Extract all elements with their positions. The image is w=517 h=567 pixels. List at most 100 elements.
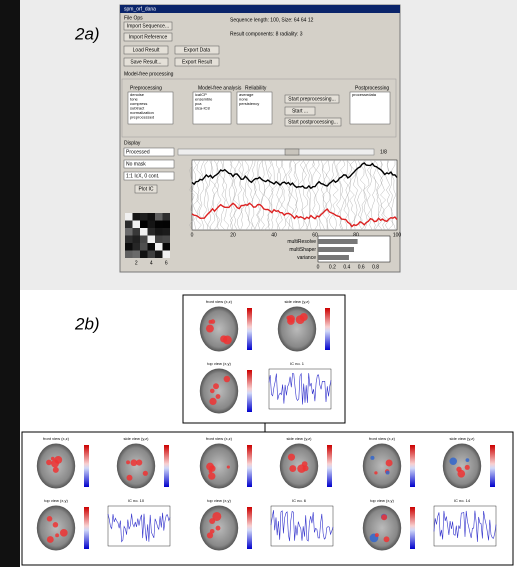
activation — [374, 471, 377, 474]
window-title: spm_orf_dana — [124, 6, 156, 12]
heat-cell — [163, 221, 171, 229]
group-label: Reliability — [245, 85, 267, 91]
heat-cell — [140, 213, 148, 221]
bar — [318, 247, 354, 252]
activation — [47, 516, 53, 522]
dropdown-label[interactable]: No mask — [126, 161, 146, 167]
activation — [208, 473, 215, 480]
button-label[interactable]: Export Result — [182, 59, 213, 65]
activation — [386, 471, 390, 475]
title-bar — [120, 5, 400, 13]
ts-area — [269, 369, 331, 409]
button-label[interactable]: Start postprocessing... — [288, 119, 338, 125]
colorbar — [84, 507, 89, 549]
heat-cell — [148, 236, 156, 244]
colorbar — [247, 507, 252, 549]
heat-cell — [125, 243, 133, 251]
activation — [370, 456, 374, 460]
info: Sequence length: 100, Size: 64 64 12 — [230, 17, 314, 23]
x-tick-label: 0 — [191, 232, 194, 238]
activation — [216, 526, 221, 531]
brain-slice — [363, 443, 401, 488]
heat-cell — [133, 243, 141, 251]
brain-slice — [278, 306, 316, 351]
activation — [127, 475, 133, 481]
dropdown-label[interactable]: Processed — [126, 149, 150, 155]
label-a: 2a) — [74, 24, 100, 43]
view-title: side view (y,z) — [286, 436, 312, 441]
list-item[interactable]: processedata — [352, 92, 377, 97]
activation — [143, 471, 148, 476]
heat-cell — [133, 236, 141, 244]
activation — [384, 536, 390, 542]
activation — [210, 319, 215, 324]
activation — [60, 529, 68, 537]
colorbar — [325, 308, 330, 350]
colorbar — [490, 445, 495, 487]
activation — [220, 335, 227, 342]
slider-value: 1/8 — [380, 149, 387, 155]
ic-title: IC no. 14 — [454, 498, 471, 503]
view-title: top view (x,y) — [44, 498, 68, 503]
button-label[interactable]: Plot IC — [138, 186, 153, 192]
activation — [381, 514, 387, 520]
list-item[interactable]: preprocessed — [130, 115, 154, 120]
colorbar — [247, 370, 252, 412]
button-label[interactable]: Export Data — [184, 47, 211, 53]
button-label[interactable]: Load Result — [133, 47, 160, 53]
button-label[interactable]: Start ... — [292, 108, 308, 114]
heat-cell — [155, 228, 163, 236]
x-tick-label: 100 — [393, 232, 402, 238]
brain-slice — [363, 505, 401, 550]
activation — [375, 533, 379, 537]
button-label[interactable]: Import Reference — [129, 34, 168, 40]
dropdown-label[interactable]: 1:1 IcX, 0 cont. — [126, 173, 159, 179]
section-label: Display — [124, 140, 141, 146]
activation — [53, 467, 59, 473]
heat-cell — [148, 221, 156, 229]
ts-area — [108, 506, 170, 546]
left-bar — [0, 0, 20, 567]
activation — [46, 460, 52, 466]
slider-thumb[interactable] — [285, 149, 299, 155]
button-label[interactable]: Import Sequence... — [127, 23, 169, 29]
activation — [456, 467, 461, 472]
activation — [209, 518, 215, 524]
activation — [300, 313, 308, 321]
button-label[interactable]: Start preprocessing... — [288, 96, 336, 102]
activation — [386, 459, 393, 466]
bar-label: multiResolve — [287, 239, 316, 245]
brain-slice — [37, 505, 75, 550]
list-item[interactable]: persistency — [239, 101, 259, 106]
slider[interactable] — [178, 149, 374, 155]
heat-cell — [155, 251, 163, 259]
heat-cell — [148, 228, 156, 236]
activation — [213, 383, 219, 389]
heat-cell — [148, 213, 156, 221]
heat-cell — [140, 236, 148, 244]
bar-label: multiShaper — [289, 247, 316, 253]
activation — [227, 465, 230, 468]
view-title: front view (x,z) — [43, 436, 70, 441]
brain-slice — [200, 306, 238, 351]
button-label[interactable]: Save Result... — [130, 59, 161, 65]
x-tick-label: 40 — [271, 232, 277, 238]
list-item[interactable]: sica-IC8 — [195, 106, 210, 111]
heat-cell — [148, 243, 156, 251]
heat-cell — [140, 228, 148, 236]
heat-cell — [133, 221, 141, 229]
view-title: front view (x,z) — [206, 436, 233, 441]
bar-tick: 0.8 — [372, 264, 379, 270]
activation — [47, 536, 54, 543]
heat-cell — [140, 243, 148, 251]
colorbar — [247, 445, 252, 487]
bar-tick: 0 — [317, 264, 320, 270]
activation — [55, 533, 59, 537]
heat-cell — [163, 228, 171, 236]
figure: 2a) 2b) spm_orf_dana File OpsImport Sequ… — [0, 0, 517, 567]
heat-cell — [163, 251, 171, 259]
heat-cell — [155, 213, 163, 221]
activation — [466, 458, 470, 462]
bar-tick: 0.6 — [358, 264, 365, 270]
heat-cell — [148, 251, 156, 259]
